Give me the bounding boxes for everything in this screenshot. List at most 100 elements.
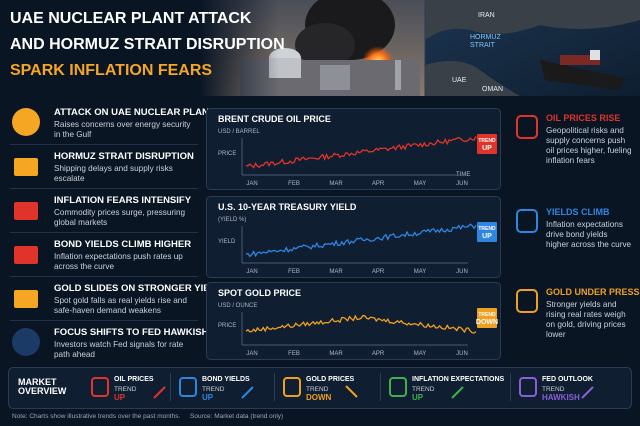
icon-shape [14,158,38,176]
item-title: GOLD SLIDES ON STRONGER YIELDS [54,283,229,294]
item-text: Inflation expectations push rates up acr… [54,252,183,271]
icon-shape [516,209,538,233]
right-title: YIELDS CLIMB [546,207,610,217]
icon-shape [179,377,197,397]
overview-name: BOND YIELDS [202,376,250,383]
item-icon [14,290,38,308]
overview-bar [8,367,632,409]
month-label: JAN [246,181,257,187]
chart-unit: (YIELD %) [218,217,246,223]
right-title: GOLD UNDER PRESSURE [546,287,640,297]
overview-name: GOLD PRICES [306,376,355,383]
icon-shape [91,377,109,397]
map-label: OMAN [482,86,503,93]
badge-text: UP [482,233,492,240]
month-label: MAR [329,181,343,187]
item-title: INFLATION FEARS INTENSIFY [54,195,192,206]
title-line: UAE NUCLEAR PLANT ATTACK [10,10,252,27]
badge-text: DOWN [476,319,498,326]
month-label: MAY [414,351,427,357]
arrow [153,386,166,399]
overview-icon [519,377,537,397]
icon-shape [389,377,407,397]
icon-shape [14,290,38,308]
chart-unit: USD / BARREL [218,129,260,135]
arrow [241,386,254,399]
divider [10,232,198,233]
trend-line [245,223,477,258]
chart-title: SPOT GOLD PRICE [218,288,301,298]
overview-trend: TREND [412,386,435,393]
item-text: Raises concerns over energy security in … [54,120,191,139]
divider [10,188,198,189]
month-label: MAR [329,351,343,357]
trend-arrow [345,385,358,398]
arrow [581,386,594,399]
icon-shape [14,202,38,220]
overview-label: MARKET OVERVIEW [18,377,67,397]
month-label: MAY [414,269,427,275]
right-icon [516,289,538,313]
month-label: JAN [246,269,257,275]
badge-text: UP [482,145,492,152]
badge-text: TREND [478,138,496,144]
map-label: IRAN [478,12,495,19]
item-icon [14,246,38,264]
map-label: UAE [452,77,467,84]
y-label: YIELD [218,239,236,245]
chart-title: BRENT CRUDE OIL PRICE [218,114,331,124]
overview-icon [179,377,197,397]
trend-arrow [581,386,594,399]
item-text: Investors watch Fed signals for rate pat… [54,340,184,359]
chart-title: U.S. 10-YEAR TREASURY YIELD [218,202,357,212]
overview-name: OIL PRICES [114,376,154,383]
icon-shape [14,246,38,264]
overview-name: INFLATION EXPECTATIONS [412,376,505,383]
overview-value: DOWN [306,393,332,402]
divider [510,373,511,401]
trend-arrow [153,386,166,399]
map-label: HORMUZ STRAIT [470,34,501,49]
arrow [345,385,358,398]
item-title: HORMUZ STRAIT DISRUPTION [54,151,194,162]
month-label: APR [372,351,385,357]
trend-line [245,136,477,169]
arrow [451,386,464,399]
right-icon [516,209,538,233]
y-label: PRICE [218,323,236,329]
chart-unit: USD / OUNCE [218,303,257,309]
item-text: Spot gold falls as real yields rise and … [54,296,187,315]
month-label: JUN [456,269,468,275]
panel-bg [206,108,501,190]
month-label: APR [372,181,385,187]
month-label: FEB [288,269,300,275]
item-icon [12,328,40,356]
item-icon [12,108,40,136]
month-label: MAR [329,269,343,275]
right-icon [516,115,538,139]
month-label: JAN [246,351,257,357]
trend-line [245,314,477,334]
trend-arrow [451,386,464,399]
overview-trend: TREND [542,386,565,393]
divider [170,373,171,401]
badge-text: TREND [478,226,496,232]
item-title: FOCUS SHIFTS TO FED HAWKISH TONE [54,327,238,338]
overview-value: HAWKISH [542,393,580,402]
title-line: AND HORMUZ STRAIT DISRUPTION [10,36,285,53]
month-label: APR [372,269,385,275]
right-text: Stronger yields and rising real rates we… [546,300,626,339]
overview-value: UP [412,393,424,402]
trend-badge [477,308,497,328]
item-text: Commodity prices surge, pressuring globa… [54,208,186,227]
month-label: JUN [456,181,468,187]
right-text: Geopolitical risks and supply concerns p… [546,126,632,165]
trend-badge [477,222,497,242]
overview-value: UP [114,393,126,402]
icon-shape [283,377,301,397]
y-label: PRICE [218,151,236,157]
overview-trend: TREND [306,386,329,393]
month-label: FEB [288,351,300,357]
overview-icon [91,377,109,397]
